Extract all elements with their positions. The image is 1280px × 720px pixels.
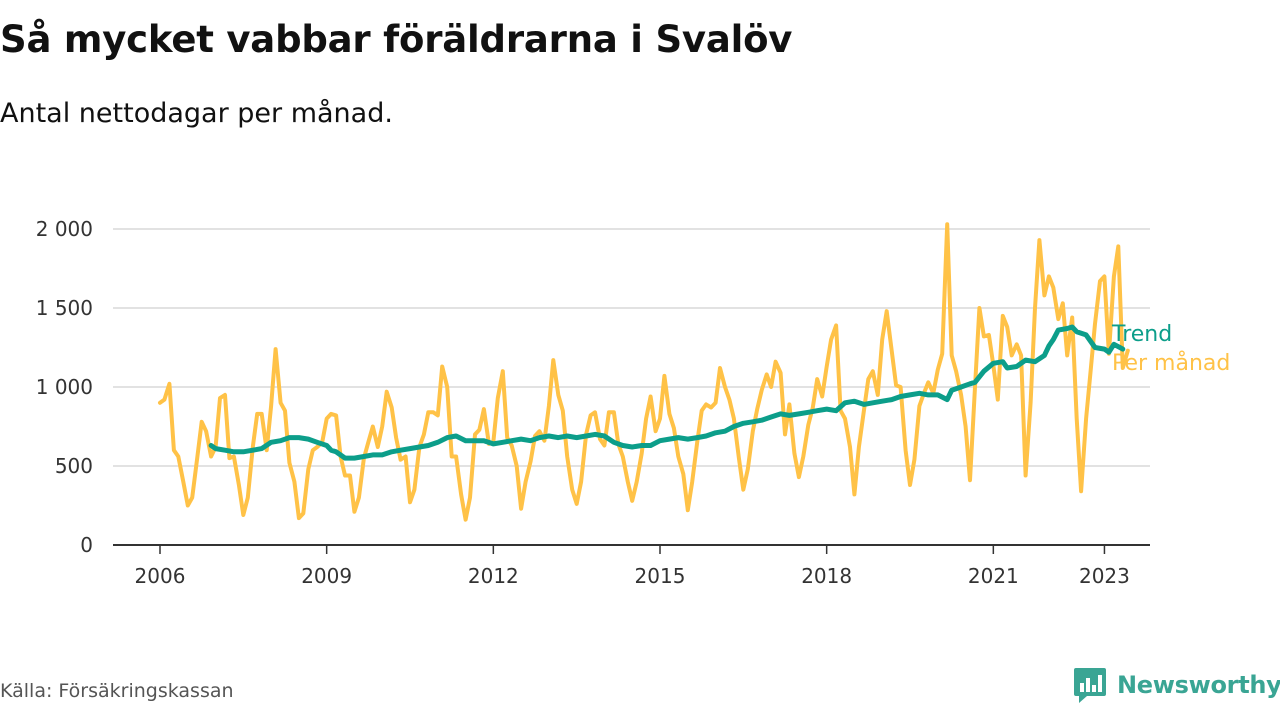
y-tick-label: 500	[55, 454, 93, 478]
y-tick-label: 2 000	[36, 217, 93, 241]
axes: 0 500 1 000 1 500 2 000 2006 2009 2012 2015 2018 2…	[36, 217, 1150, 588]
x-tick-label: 2023	[1079, 564, 1130, 588]
x-tick-label: 2009	[301, 564, 352, 588]
y-tick-label: 1 000	[36, 375, 93, 399]
x-tick-label: 2018	[801, 564, 852, 588]
y-tick-label: 1 500	[36, 296, 93, 320]
x-tick-label: 2021	[968, 564, 1019, 588]
gridlines	[113, 228, 1150, 467]
bar-chart-logo-icon	[1074, 668, 1106, 703]
y-tick-label: 0	[80, 533, 93, 557]
line-chart: 0 500 1 000 1 500 2 000 2006 2009 2012 2015 2018 2…	[36, 217, 1231, 588]
series-line-trend	[208, 324, 1126, 461]
x-tick-label: 2015	[635, 564, 686, 588]
brand-name: Newsworthy	[1117, 671, 1280, 699]
legend-label-per-manad: Per månad	[1112, 350, 1230, 376]
x-tick-label: 2012	[468, 564, 519, 588]
legend: Trend Per månad	[1111, 322, 1230, 376]
source-note: Källa: Försäkringskassan	[0, 680, 234, 702]
x-tick-label: 2006	[135, 564, 186, 588]
chart-subtitle: Antal nettodagar per månad.	[0, 98, 393, 129]
series-lines	[158, 222, 1130, 522]
legend-label-trend: Trend	[1111, 322, 1172, 347]
chart-title: Så mycket vabbar föräldrarna i Svalöv	[0, 18, 793, 61]
brand-logo: Newsworthy	[1073, 665, 1280, 705]
